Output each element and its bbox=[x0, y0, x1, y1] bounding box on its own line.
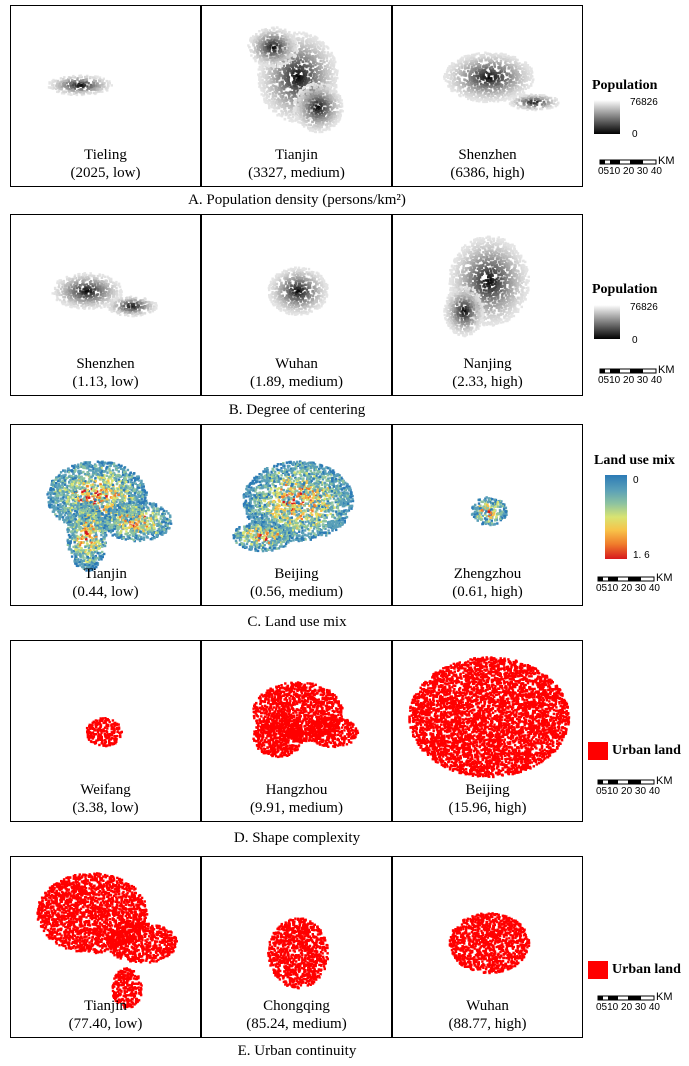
city-map bbox=[267, 917, 329, 990]
legend-min: 0 bbox=[632, 129, 638, 140]
legend-min: 0 bbox=[632, 335, 638, 346]
map-e2: Chongqing (85.24, medium) bbox=[201, 856, 392, 1038]
city-label: Tianjin (3327, medium) bbox=[202, 146, 391, 182]
map-a2: Tianjin (3327, medium) bbox=[201, 5, 392, 187]
map-d1: Weifang (3.38, low) bbox=[10, 640, 201, 822]
city-label: Hangzhou (9.91, medium) bbox=[202, 781, 391, 817]
scale-bar: KM 0510 20 30 40 bbox=[596, 775, 686, 799]
map-a1: Tieling (2025, low) bbox=[10, 5, 201, 187]
city-label: Wuhan (1.89, medium) bbox=[202, 355, 391, 391]
city-label: Tieling (2025, low) bbox=[11, 146, 200, 182]
map-b2: Wuhan (1.89, medium) bbox=[201, 214, 392, 396]
row-caption-b: B. Degree of centering bbox=[10, 402, 584, 419]
city-label: Shenzhen (1.13, low) bbox=[11, 355, 200, 391]
land-use-mix-legend bbox=[605, 475, 627, 559]
legend-max: 76826 bbox=[630, 97, 658, 108]
city-label: Beijing (0.56, medium) bbox=[202, 565, 391, 601]
city-map bbox=[47, 74, 113, 97]
city-map bbox=[85, 717, 123, 748]
map-c3: Zhengzhou (0.61, high) bbox=[392, 424, 583, 606]
city-label: Beijing (15.96, high) bbox=[393, 781, 582, 817]
city-label: Zhengzhou (0.61, high) bbox=[393, 565, 582, 601]
city-map bbox=[443, 51, 560, 112]
grayscale-legend bbox=[594, 100, 620, 134]
city-map bbox=[232, 460, 355, 553]
legend-title-urban-land: Urban land bbox=[612, 743, 681, 759]
city-map bbox=[46, 460, 173, 572]
scale-bar: KM 0510 20 30 40 bbox=[598, 364, 688, 388]
urban-land-swatch bbox=[588, 961, 608, 979]
legend-title-land-use-mix: Land use mix bbox=[594, 453, 675, 469]
city-map bbox=[470, 496, 508, 527]
legend-title-population: Population bbox=[592, 78, 657, 94]
urban-land-swatch bbox=[588, 742, 608, 760]
city-label: Tianjin (0.44, low) bbox=[11, 565, 200, 601]
legend-title-urban-land: Urban land bbox=[612, 962, 681, 978]
city-label: Weifang (3.38, low) bbox=[11, 781, 200, 817]
city-map bbox=[51, 272, 158, 318]
map-a3: Shenzhen (6386, high) bbox=[392, 5, 583, 187]
map-c2: Beijing (0.56, medium) bbox=[201, 424, 392, 606]
city-label: Tianjin (77.40, low) bbox=[11, 997, 200, 1033]
city-label: Wuhan (88.77, high) bbox=[393, 997, 582, 1033]
row-caption-d: D. Shape complexity bbox=[10, 830, 584, 847]
city-map bbox=[267, 266, 329, 316]
legend-min: 1. 6 bbox=[633, 550, 650, 561]
row-caption-c: C. Land use mix bbox=[10, 614, 584, 631]
row-caption-a: A. Population density (persons/km²) bbox=[10, 192, 584, 209]
map-c1: Tianjin (0.44, low) bbox=[10, 424, 201, 606]
legend-max: 0 bbox=[633, 475, 639, 486]
city-map bbox=[448, 912, 531, 975]
map-d2: Hangzhou (9.91, medium) bbox=[201, 640, 392, 822]
city-map bbox=[252, 681, 360, 759]
city-label: Nanjing (2.33, high) bbox=[393, 355, 582, 391]
city-label: Shenzhen (6386, high) bbox=[393, 146, 582, 182]
city-map bbox=[247, 26, 344, 134]
city-label: Chongqing (85.24, medium) bbox=[202, 997, 391, 1033]
scale-bar: KM 0510 20 30 40 bbox=[598, 155, 688, 179]
map-b1: Shenzhen (1.13, low) bbox=[10, 214, 201, 396]
map-e1: Tianjin (77.40, low) bbox=[10, 856, 201, 1038]
map-e3: Wuhan (88.77, high) bbox=[392, 856, 583, 1038]
scale-bar: KM 0510 20 30 40 bbox=[596, 991, 686, 1015]
grayscale-legend bbox=[594, 305, 620, 339]
scale-bar: KM 0510 20 30 40 bbox=[596, 572, 686, 596]
legend-title-population: Population bbox=[592, 282, 657, 298]
city-map bbox=[408, 656, 571, 779]
row-caption-e: E. Urban continuity bbox=[10, 1043, 584, 1060]
city-map bbox=[36, 872, 178, 1009]
map-d3: Beijing (15.96, high) bbox=[392, 640, 583, 822]
city-map bbox=[443, 235, 530, 338]
legend-max: 76826 bbox=[630, 302, 658, 313]
map-b3: Nanjing (2.33, high) bbox=[392, 214, 583, 396]
